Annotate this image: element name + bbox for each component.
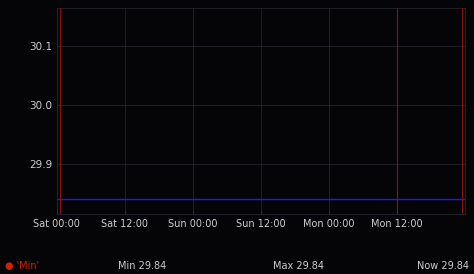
Text: Max 29.84: Max 29.84 xyxy=(273,261,324,271)
Text: Now 29.84: Now 29.84 xyxy=(417,261,469,271)
Text: Min 29.84: Min 29.84 xyxy=(118,261,166,271)
Text: ● 'Min': ● 'Min' xyxy=(5,261,39,271)
